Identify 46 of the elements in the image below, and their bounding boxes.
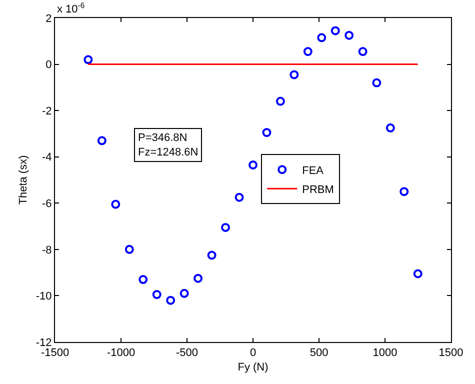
point bbox=[234, 192, 244, 202]
point bbox=[317, 33, 326, 42]
annotation: P=346.8N Fz=1248.6N bbox=[138, 132, 198, 158]
point bbox=[400, 187, 409, 196]
x-tick-label: -1000 bbox=[106, 347, 136, 360]
text: x 10$^{-6}$ bbox=[57, 1, 85, 16]
x-tick-label: 1500 bbox=[438, 347, 464, 360]
point bbox=[262, 128, 272, 138]
point bbox=[207, 250, 216, 260]
legend-label: FEA bbox=[302, 164, 324, 177]
point bbox=[413, 269, 422, 278]
point bbox=[180, 288, 189, 298]
y-tick-label: -2 bbox=[42, 105, 52, 118]
point bbox=[166, 296, 176, 305]
point bbox=[276, 96, 285, 106]
point bbox=[344, 30, 354, 40]
point bbox=[152, 290, 162, 300]
point bbox=[358, 47, 368, 56]
point bbox=[248, 160, 258, 170]
point bbox=[124, 244, 134, 254]
point bbox=[330, 26, 340, 36]
y-axis-title: Theta (sx) bbox=[18, 155, 30, 205]
x-tick-label: -500 bbox=[176, 347, 198, 360]
x-tick-label: 1000 bbox=[372, 347, 398, 360]
point bbox=[303, 47, 312, 56]
x-tick-label: 500 bbox=[310, 347, 328, 360]
point bbox=[386, 123, 395, 132]
point bbox=[111, 200, 120, 209]
point bbox=[97, 136, 106, 146]
point bbox=[372, 78, 382, 88]
x-tick-label: -1500 bbox=[40, 347, 70, 360]
y-tick-label: -4 bbox=[42, 152, 52, 164]
point bbox=[221, 222, 230, 232]
y-tick-label: -6 bbox=[42, 198, 52, 210]
y-tick-label: 2 bbox=[46, 12, 52, 25]
y-tick-label: -8 bbox=[42, 244, 52, 256]
y-tick-label: -12 bbox=[36, 336, 52, 349]
point bbox=[290, 70, 299, 80]
y-tick-label: 0 bbox=[46, 59, 52, 72]
point bbox=[194, 274, 203, 283]
point bbox=[138, 275, 148, 284]
x-tick-label: 0 bbox=[250, 347, 256, 360]
y-tick-label: -10 bbox=[36, 290, 52, 303]
x-axis-title: Fy (N) bbox=[238, 361, 268, 374]
point bbox=[84, 55, 93, 64]
legend-label: PRBM bbox=[302, 184, 334, 196]
